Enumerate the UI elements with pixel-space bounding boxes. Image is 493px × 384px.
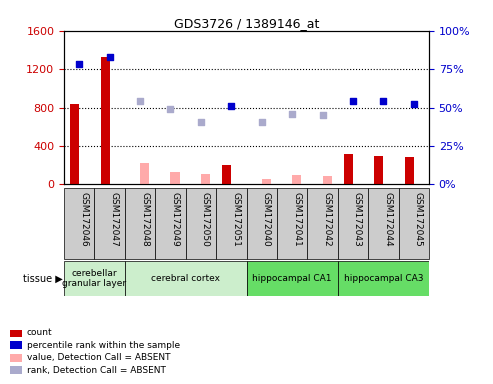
FancyBboxPatch shape: [368, 188, 398, 259]
Bar: [292, 175, 301, 184]
Bar: [344, 154, 353, 184]
Bar: [10, 354, 22, 362]
Point: [349, 98, 357, 104]
Bar: [101, 56, 109, 184]
Text: rank, Detection Call = ABSENT: rank, Detection Call = ABSENT: [27, 366, 166, 375]
Text: cerebral cortex: cerebral cortex: [151, 274, 220, 283]
Text: hippocampal CA3: hippocampal CA3: [344, 274, 423, 283]
Text: GSM172051: GSM172051: [231, 192, 240, 247]
Text: GSM172046: GSM172046: [79, 192, 88, 247]
Point: [288, 111, 296, 118]
Point: [167, 106, 175, 113]
Bar: [405, 157, 414, 184]
Bar: [201, 174, 210, 184]
Text: GSM172043: GSM172043: [353, 192, 362, 247]
FancyBboxPatch shape: [125, 188, 155, 259]
Point: [75, 61, 83, 68]
Text: value, Detection Call = ABSENT: value, Detection Call = ABSENT: [27, 353, 171, 362]
Text: count: count: [27, 328, 53, 337]
FancyBboxPatch shape: [398, 188, 429, 259]
FancyBboxPatch shape: [246, 261, 338, 296]
Bar: [374, 157, 384, 184]
Text: percentile rank within the sample: percentile rank within the sample: [27, 341, 180, 350]
Text: GSM172048: GSM172048: [140, 192, 149, 247]
Bar: [140, 163, 149, 184]
Point: [258, 119, 266, 125]
FancyBboxPatch shape: [64, 188, 95, 259]
Point: [380, 98, 387, 104]
Text: GSM172045: GSM172045: [414, 192, 423, 247]
FancyBboxPatch shape: [95, 188, 125, 259]
FancyBboxPatch shape: [216, 188, 246, 259]
FancyBboxPatch shape: [64, 261, 125, 296]
Text: GSM172044: GSM172044: [384, 192, 392, 247]
Point: [318, 112, 326, 118]
Point: [410, 101, 418, 107]
Bar: [10, 329, 22, 337]
Text: hippocampal CA1: hippocampal CA1: [252, 274, 332, 283]
Bar: [171, 172, 179, 184]
FancyBboxPatch shape: [338, 261, 429, 296]
Bar: [70, 104, 79, 184]
Text: GSM172050: GSM172050: [201, 192, 210, 247]
Bar: [10, 341, 22, 349]
FancyBboxPatch shape: [338, 188, 368, 259]
FancyBboxPatch shape: [277, 188, 307, 259]
Point: [197, 119, 205, 125]
FancyBboxPatch shape: [155, 188, 186, 259]
Bar: [262, 179, 271, 184]
Text: cerebellar
granular layer: cerebellar granular layer: [63, 269, 127, 288]
FancyBboxPatch shape: [125, 261, 246, 296]
Bar: [222, 165, 231, 184]
Point: [106, 53, 113, 60]
Text: GSM172047: GSM172047: [109, 192, 119, 247]
Title: GDS3726 / 1389146_at: GDS3726 / 1389146_at: [174, 17, 319, 30]
Text: GSM172042: GSM172042: [322, 192, 331, 247]
Bar: [10, 366, 22, 374]
Point: [227, 103, 235, 109]
FancyBboxPatch shape: [186, 188, 216, 259]
Point: [136, 98, 144, 104]
Bar: [322, 176, 332, 184]
Text: GSM172041: GSM172041: [292, 192, 301, 247]
Text: GSM172040: GSM172040: [262, 192, 271, 247]
Text: GSM172049: GSM172049: [171, 192, 179, 247]
FancyBboxPatch shape: [307, 188, 338, 259]
Text: tissue ▶: tissue ▶: [23, 273, 63, 283]
FancyBboxPatch shape: [246, 188, 277, 259]
